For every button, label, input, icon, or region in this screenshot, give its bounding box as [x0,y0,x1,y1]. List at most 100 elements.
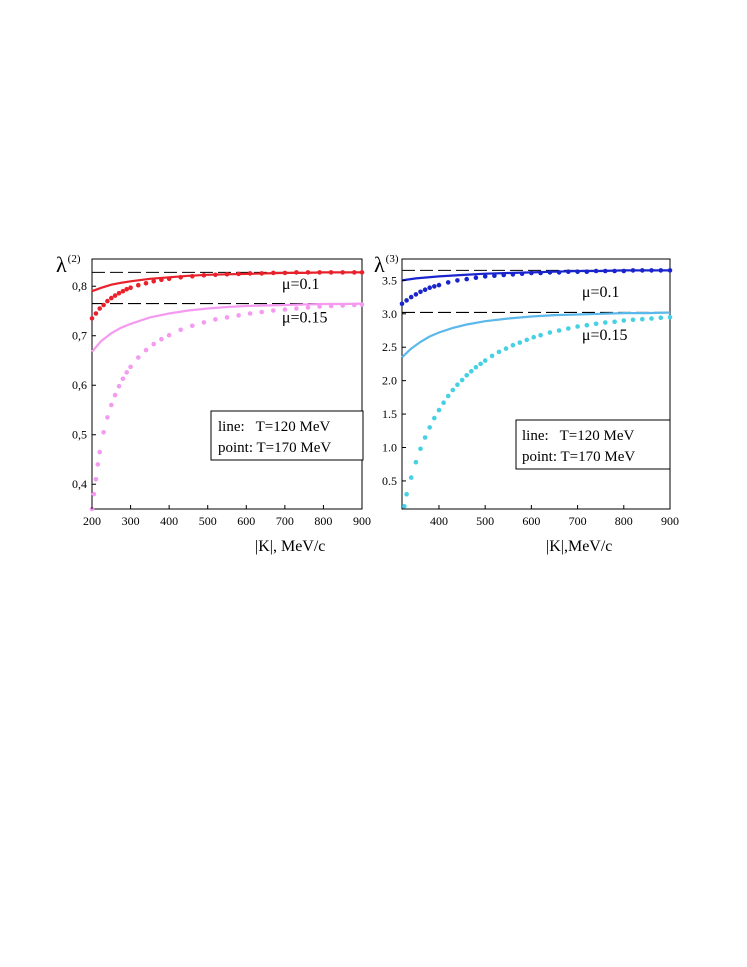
right-series-point [510,272,516,277]
right-series-point [469,369,474,374]
right-series-point [422,435,428,440]
right-mu-annotation: μ=0.1 [582,284,620,301]
left-legend-frame [210,410,364,461]
left-series-point [201,320,207,325]
left-y-axis-label: λ(2) [56,252,81,277]
left-series-point [128,285,133,291]
right-series-point [658,315,664,321]
right-y-tick-label: 2.0 [382,374,397,388]
left-legend-point-entry: point: T=170 MeV [218,440,331,456]
left-series-point [294,270,299,275]
right-series-point [450,387,456,393]
right-series-point [566,326,571,331]
left-series-point [305,270,311,275]
right-series-point [464,373,470,378]
left-legend-line-entry: line: T=120 MeV [218,419,331,435]
right-x-axis-label: |K|,MeV/c [546,538,612,555]
left-series-point [89,316,95,321]
left-series-point [352,270,357,275]
right-series-point [436,282,442,288]
right-series-point [510,342,516,348]
left-series-point [178,327,183,333]
right-x-tick-label: 500 [476,514,494,528]
right-series-point [566,269,571,275]
left-series-point [159,336,164,342]
left-series-point [328,270,334,275]
left-series-point [359,270,365,275]
right-x-tick-label: 400 [430,514,448,528]
left-legend-box: line: T=120 MeV point: T=170 MeV [210,410,364,461]
right-x-tick-label: 600 [522,514,540,528]
left-x-tick-label: 900 [353,514,371,528]
right-mu-annotation: μ=0.15 [582,327,628,344]
right-series-point [436,407,442,413]
left-series-point [305,305,311,310]
right-series-point [612,319,617,325]
right-series-point [556,328,562,333]
right-series-point [427,285,433,291]
left-series-point [151,341,156,347]
left-series-point [328,303,334,309]
right-series-point [630,317,636,323]
left-series-point [101,430,106,435]
left-series-point [259,271,265,276]
right-series-point [649,316,654,321]
right-series-point [603,320,608,325]
left-x-tick-label: 300 [122,514,140,528]
left-x-tick-label: 500 [199,514,217,528]
left-x-tick-label: 600 [237,514,255,528]
right-legend-frame [515,419,671,470]
left-mu-annotation: μ=0.15 [282,309,328,326]
left-series-point [247,311,253,316]
left-series-point [340,303,346,308]
right-series-point [464,276,470,282]
right-series-point [478,361,483,367]
left-series-point [128,364,133,370]
right-series-point [404,492,409,497]
right-series-point [441,400,446,406]
right-series-point [459,377,465,383]
right-series-point [556,270,562,275]
left-series-point [294,306,299,311]
right-series-point [404,298,409,303]
right-series-point [445,280,451,285]
left-series-line [91,271,362,293]
left-y-tick-label: 0,5 [72,428,87,442]
left-series-point [93,477,99,482]
right-series-point [547,270,553,275]
right-x-tick-label: 800 [615,514,633,528]
right-legend-box: line: T=120 MeV point: T=170 MeV [515,419,671,470]
right-legend-point-entry: point: T=170 MeV [522,449,635,465]
right-series-point [640,268,645,273]
left-series-point [271,308,276,313]
right-y-tick-label: 3.0 [382,307,397,321]
left-series-point [105,415,110,420]
left-series-point [159,277,164,283]
left-series-point [166,332,172,338]
left-series-point [112,392,118,398]
right-legend-line-entry: line: T=120 MeV [522,428,635,444]
left-series-point [136,282,141,288]
left-series-point [136,355,141,360]
right-series-point [531,334,536,340]
right-series-point [584,269,590,275]
left-series-point [247,271,253,276]
left-series-point [120,376,126,382]
left-series-point [105,298,110,304]
right-series-point [482,274,488,279]
right-series-point [612,268,617,274]
left-series-point [190,274,195,279]
right-series-point [399,301,405,307]
right-series-point [427,425,433,430]
left-y-tick-label: 0,4 [72,477,87,491]
left-x-tick-label: 700 [276,514,294,528]
left-series-point [224,272,230,277]
right-series-point [492,273,497,279]
right-series-point [445,393,451,399]
right-series-point [584,322,590,328]
left-series-point [109,402,114,408]
right-series-point [489,353,495,359]
left-series-point [178,275,183,280]
left-series-point [116,290,122,296]
